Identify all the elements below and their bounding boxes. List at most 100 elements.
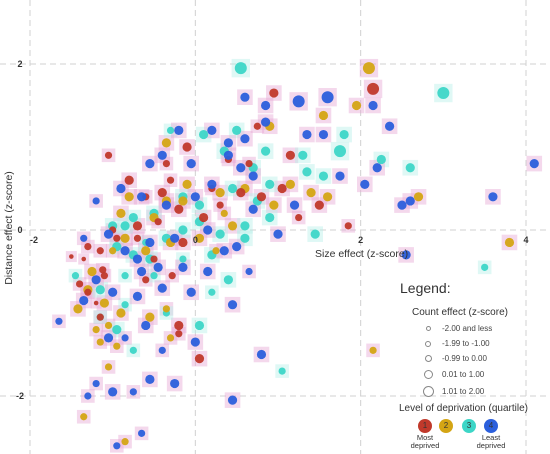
- scatter-point-q3: [376, 154, 386, 165]
- scatter-point-q3: [223, 275, 233, 285]
- scatter-point-q3: [215, 229, 225, 239]
- scatter-point-q3: [121, 272, 129, 280]
- y-tick-label: 0: [17, 225, 22, 235]
- scatter-point-q4: [223, 138, 233, 148]
- scatter-point-q4: [372, 163, 382, 173]
- scatter-point-q4: [190, 337, 200, 347]
- scatter-point-q1: [93, 300, 99, 306]
- scatter-point-q3: [232, 125, 242, 135]
- scatter-point-q4: [92, 197, 100, 205]
- scatter-point-q4: [227, 300, 238, 310]
- scatter-point-q4: [141, 320, 151, 331]
- scatter-point-q1: [168, 272, 176, 280]
- scatter-point-q3: [121, 301, 129, 309]
- scatter-point-q4: [138, 429, 146, 437]
- count-bin-3: -0.99 to 0.00: [422, 354, 487, 363]
- scatter-point-q2: [116, 208, 126, 218]
- scatter-point-q2: [362, 62, 375, 75]
- scatter-point-q3: [166, 126, 175, 134]
- scatter-point-q4: [203, 266, 213, 277]
- scatter-point-q4: [207, 125, 217, 135]
- scatter-point-q1: [81, 256, 87, 262]
- scatter-point-q4: [145, 159, 155, 169]
- scatter-point-q4: [227, 395, 238, 405]
- scatter-point-q4: [292, 95, 305, 108]
- scatter-point-q1: [99, 266, 107, 274]
- scatter-point-q1: [154, 218, 162, 226]
- x-tick-label: 4: [523, 235, 528, 245]
- scatter-point-q2: [80, 413, 88, 421]
- scatter-point-q4: [190, 192, 200, 202]
- scatter-point-q4: [360, 179, 370, 189]
- scatter-point-q2: [182, 179, 192, 189]
- scatter-point-q2: [351, 100, 362, 111]
- scatter-point-q4: [488, 192, 498, 202]
- scatter-point-q4: [240, 134, 250, 144]
- scatter-point-q4: [248, 204, 258, 214]
- scatter-point-q2: [141, 246, 151, 256]
- legend: Legend: Count effect (z-score) -2.00 and…: [388, 280, 550, 454]
- scatter-point-q2: [269, 200, 279, 210]
- scatter-point-q4: [113, 442, 121, 450]
- count-bin-2: -1.99 to -1.00: [422, 339, 490, 348]
- scatter-point-q1: [277, 183, 287, 194]
- scatter-point-q4: [232, 242, 242, 252]
- scatter-point-q1: [142, 276, 150, 284]
- scatter-point-q3: [194, 200, 205, 210]
- scatter-point-q4: [186, 287, 196, 297]
- scatter-point-q3: [71, 272, 80, 280]
- scatter-point-q2: [87, 266, 97, 277]
- scatter-point-q1: [113, 234, 121, 242]
- quartile-4-caption: Least deprived: [476, 433, 506, 450]
- scatter-point-q1: [84, 288, 92, 296]
- scatter-point-q1: [96, 313, 104, 321]
- scatter-point-q2: [212, 247, 220, 255]
- scatter-point-q2: [145, 312, 155, 322]
- count-bin-2-circle-icon: [425, 340, 431, 347]
- scatter-point-q3: [120, 221, 130, 231]
- scatter-point-q1: [76, 280, 84, 288]
- scatter-point-q2: [369, 346, 377, 354]
- scatter-point-q4: [245, 267, 253, 276]
- scatter-point-q4: [145, 237, 155, 248]
- scatter-point-q3: [208, 288, 216, 296]
- scatter-point-q3: [261, 146, 271, 156]
- scatter-point-q2: [161, 138, 171, 148]
- scatter-point-q3: [437, 87, 450, 100]
- scatter-point-q2: [104, 321, 113, 330]
- scatter-point-q2: [116, 308, 126, 318]
- scatter-point-q3: [302, 167, 312, 177]
- scatter-point-q1: [166, 176, 175, 184]
- scatter-point-q4: [137, 192, 147, 202]
- scatter-point-q4: [256, 349, 267, 360]
- scatter-point-q4: [108, 287, 118, 297]
- scatter-point-q2: [96, 338, 104, 346]
- scatter-point-q3: [199, 129, 209, 140]
- scatter-point-q1: [162, 160, 170, 168]
- y-tick-label: -2: [16, 391, 24, 401]
- scatter-point-q3: [112, 325, 122, 335]
- scatter-point-q2: [99, 298, 109, 308]
- scatter-point-q3: [318, 171, 329, 181]
- count-bin-5: 1.01 to 2.00: [422, 386, 484, 397]
- scatter-point-q4: [529, 159, 539, 169]
- scatter-point-q4: [121, 334, 129, 342]
- count-bin-1-circle-icon: [426, 326, 431, 331]
- scatter-point-q2: [73, 304, 83, 314]
- scatter-point-q4: [401, 250, 411, 260]
- scatter-point-q3: [129, 346, 137, 354]
- deprivation-title: Level of deprivation (quartile): [399, 403, 528, 414]
- scatter-point-q4: [273, 229, 283, 239]
- scatter-point-q1: [182, 142, 192, 152]
- scatter-point-q4: [261, 100, 271, 111]
- count-bin-4-label: 0.01 to 1.00: [442, 370, 485, 379]
- scatter-point-q1: [133, 234, 142, 242]
- scatter-point-q2: [306, 188, 316, 198]
- count-bin-4-circle-icon: [424, 370, 433, 379]
- scatter-point-q3: [179, 255, 187, 263]
- scatter-point-q3: [128, 212, 138, 223]
- scatter-point-q1: [100, 272, 108, 280]
- scatter-point-q1: [132, 221, 143, 231]
- scatter-point-q1: [367, 82, 380, 95]
